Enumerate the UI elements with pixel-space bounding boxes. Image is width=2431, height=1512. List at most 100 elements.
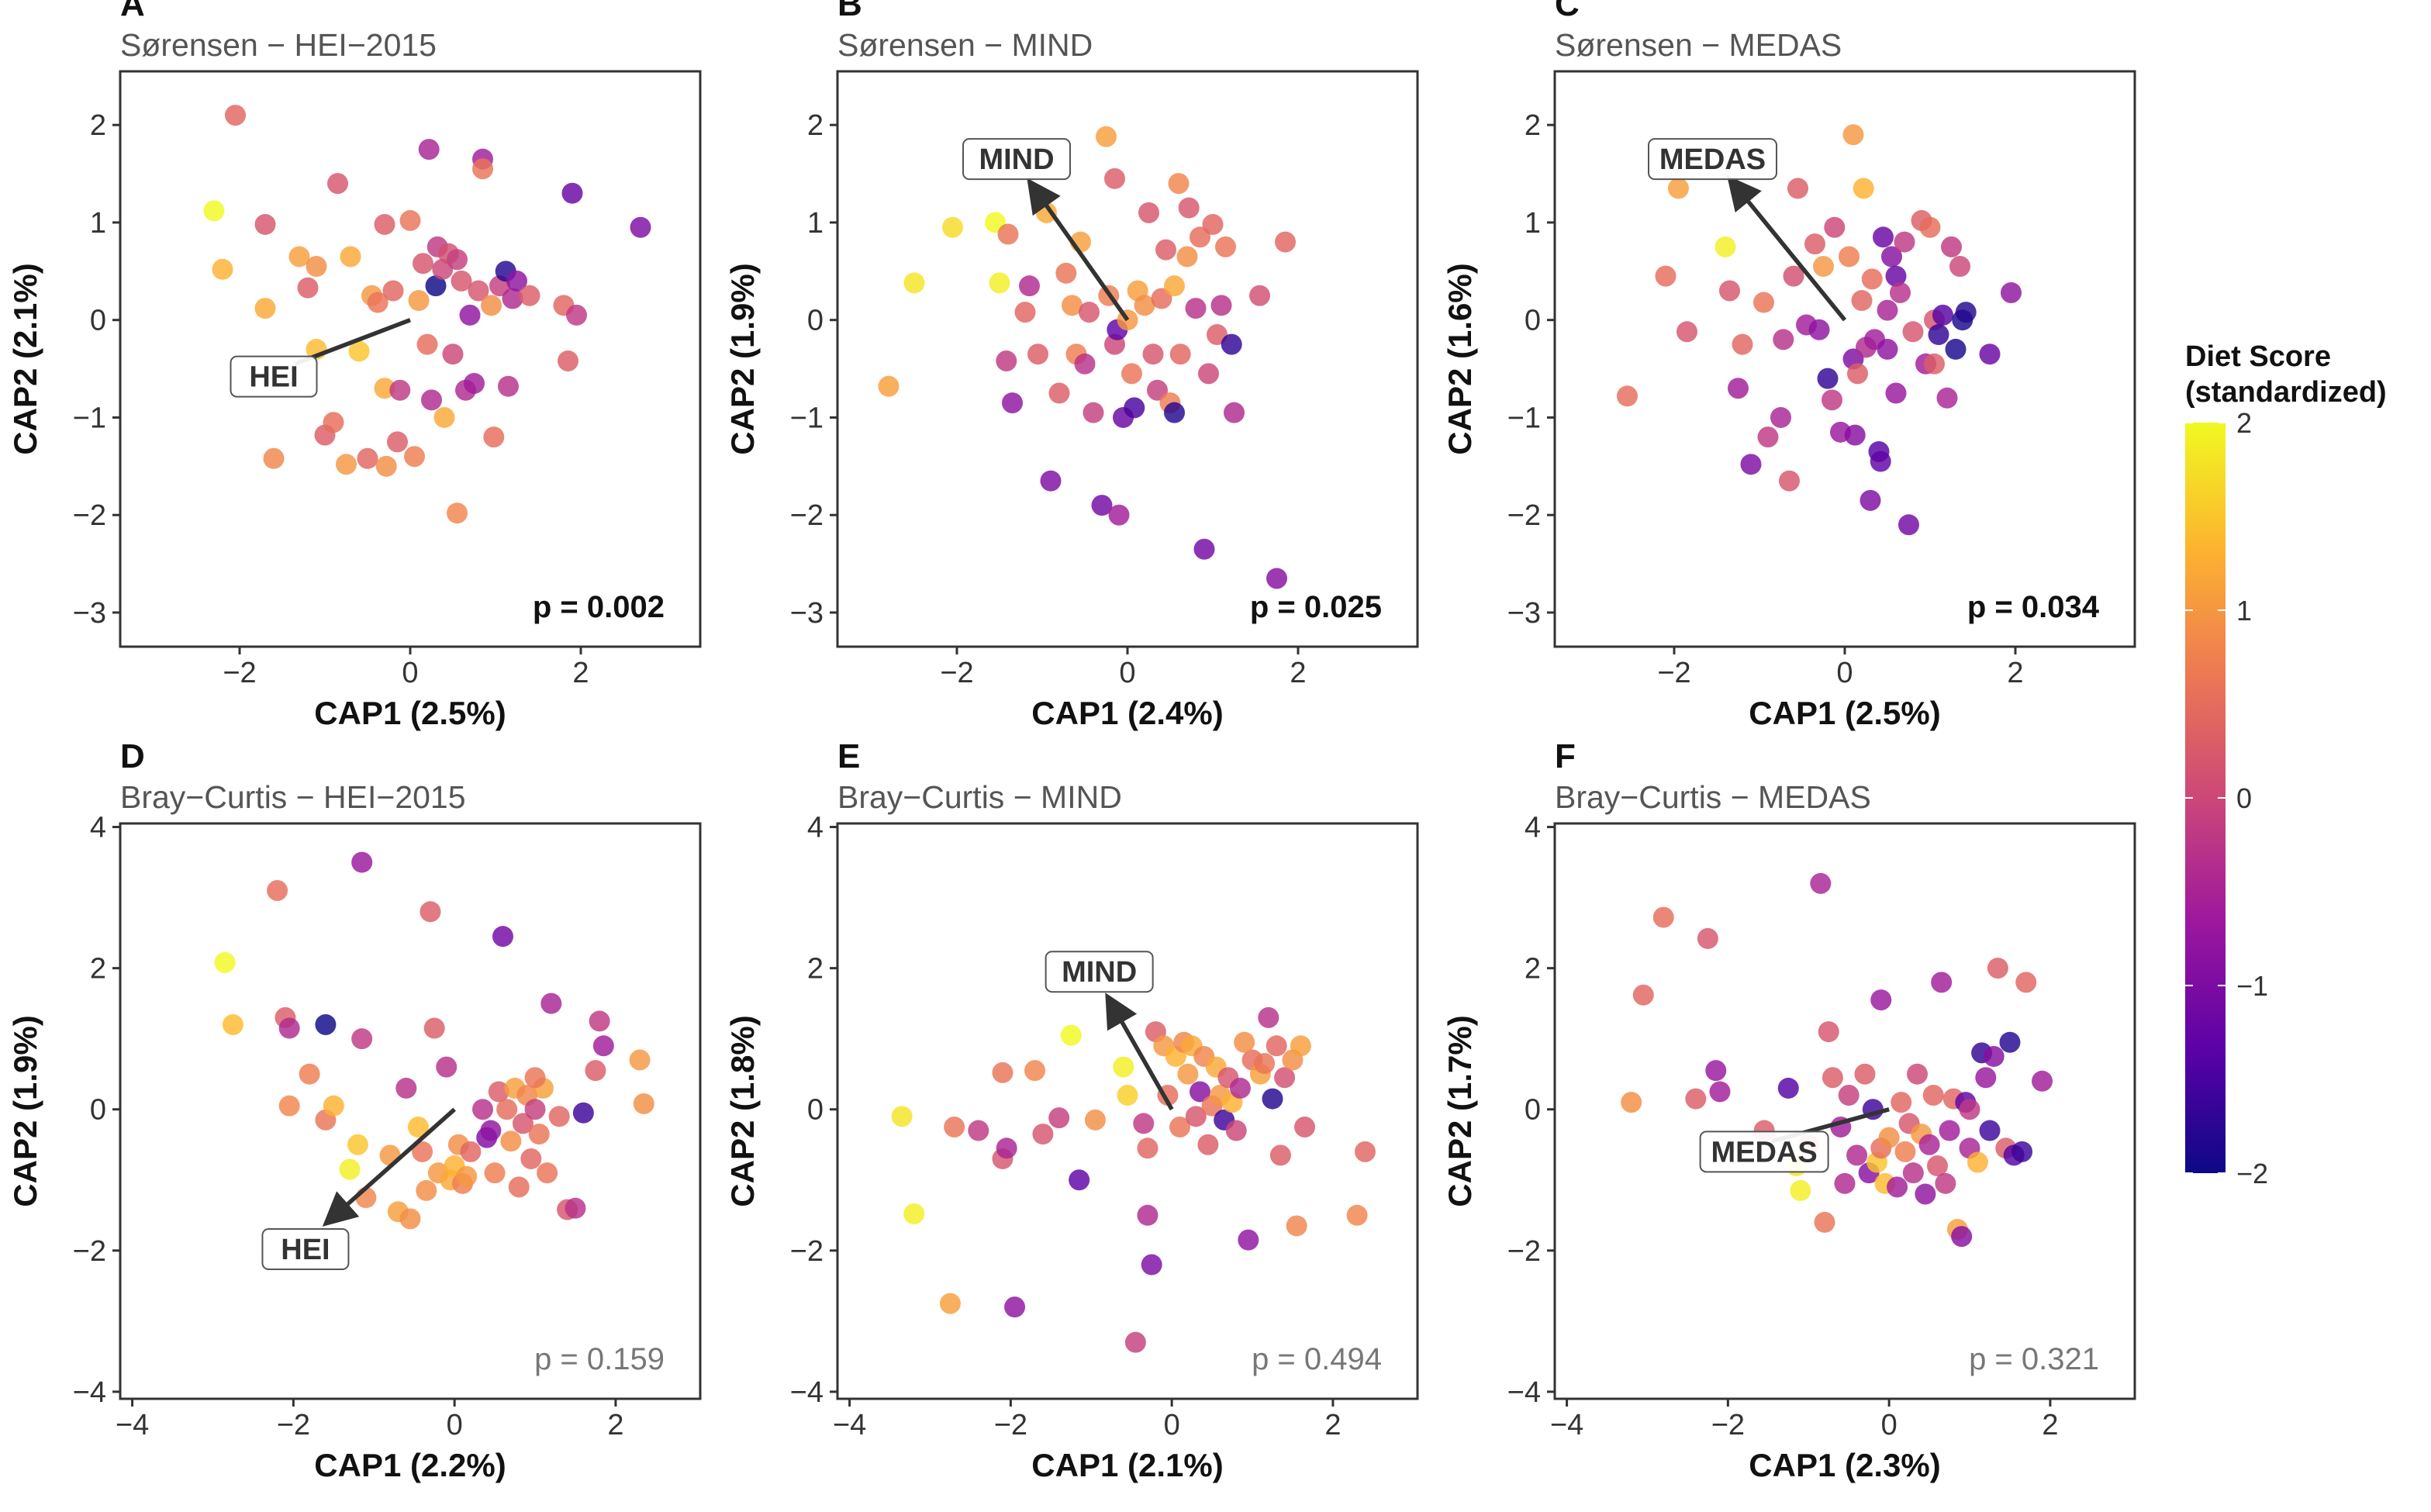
data-point: [1190, 1081, 1210, 1103]
data-point: [1924, 353, 1945, 375]
data-point: [278, 1017, 300, 1039]
data-point: [1939, 1120, 1960, 1141]
data-point: [1779, 470, 1800, 492]
data-point: [413, 253, 433, 274]
data-point: [565, 1197, 586, 1219]
data-point: [306, 256, 327, 278]
data-point: [633, 1093, 654, 1114]
data-point: [508, 1176, 530, 1198]
data-point: [1697, 927, 1718, 949]
legend-tick-label: −1: [2236, 970, 2268, 1002]
y-tick-label: 0: [807, 305, 824, 337]
data-point: [528, 1124, 550, 1145]
data-point: [1842, 124, 1864, 146]
vector-label: MEDAS: [1659, 143, 1766, 176]
y-tick-label: −2: [790, 499, 824, 532]
data-point: [1652, 906, 1674, 928]
data-point: [519, 285, 540, 306]
data-point: [1676, 321, 1697, 343]
data-point: [367, 292, 388, 313]
data-point: [1967, 1151, 1988, 1173]
data-point: [1928, 324, 1949, 346]
p-value: p = 0.494: [1252, 1342, 1382, 1376]
vector-label-box: [230, 355, 318, 398]
data-point: [1274, 1067, 1296, 1089]
data-point: [1870, 450, 1891, 472]
y-tick-label: 4: [90, 812, 106, 844]
panel-subtitle: Bray−Curtis − HEI−2015: [120, 779, 466, 815]
data-point: [561, 182, 583, 204]
y-tick-label: −2: [73, 1235, 106, 1268]
plot-frame: [1553, 822, 2136, 1400]
data-point: [524, 1099, 546, 1120]
plot-frame: [836, 70, 1419, 648]
data-point: [1354, 1141, 1376, 1162]
data-point: [1945, 338, 1967, 360]
data-point: [315, 1013, 337, 1035]
vector-label-box: [1648, 138, 1777, 181]
data-point: [1234, 1031, 1255, 1053]
x-tick-label: 0: [1836, 657, 1853, 689]
data-point: [1138, 202, 1159, 223]
data-point: [540, 992, 562, 1014]
data-point: [327, 173, 348, 195]
y-tick-label: −4: [1507, 1376, 1541, 1409]
y-tick-label: 0: [90, 1094, 106, 1127]
data-point: [2001, 281, 2022, 303]
data-point: [1853, 178, 1874, 199]
data-point: [1804, 233, 1825, 255]
y-tick-label: −4: [73, 1376, 106, 1409]
data-point: [1902, 321, 1924, 343]
panel-letter: C: [1555, 0, 1580, 23]
data-point: [1091, 495, 1113, 516]
data-point: [1014, 302, 1036, 323]
y-tick-label: 0: [90, 305, 106, 337]
y-tick-label: 2: [90, 109, 106, 142]
data-point: [416, 333, 438, 355]
data-point: [1860, 489, 1881, 511]
x-tick-label: 0: [1164, 1409, 1180, 1441]
data-point: [339, 1158, 361, 1180]
data-point: [1838, 1085, 1860, 1106]
x-axis-label: CAP1 (2.2%): [314, 1447, 506, 1483]
data-point: [1121, 363, 1142, 385]
data-point: [1728, 378, 1749, 399]
data-point: [416, 1179, 437, 1201]
data-point: [1714, 236, 1736, 257]
data-point: [592, 1035, 614, 1057]
data-point: [387, 431, 408, 453]
vector-arrow: [294, 318, 411, 366]
data-point: [1269, 1144, 1291, 1166]
y-tick-label: 0: [807, 1094, 824, 1127]
vector-label-box: [1045, 951, 1154, 993]
data-point: [399, 1208, 421, 1230]
y-tick-label: 2: [807, 109, 824, 142]
data-point: [1919, 216, 1941, 238]
vector-arrow: [1105, 992, 1174, 1111]
data-point: [297, 277, 319, 299]
vector-label-box: [1699, 1131, 1829, 1173]
data-point: [1193, 538, 1215, 560]
x-tick-label: −2: [1657, 657, 1690, 689]
data-point: [1079, 302, 1100, 323]
data-point: [456, 1165, 478, 1187]
data-point: [267, 879, 288, 901]
data-point: [1813, 256, 1834, 278]
y-axis-label: CAP2 (1.6%): [1442, 263, 1478, 454]
data-point: [903, 1203, 925, 1224]
data-point: [1979, 1120, 2001, 1141]
data-point: [878, 375, 900, 397]
data-point: [1108, 504, 1130, 526]
data-point: [1918, 1134, 1940, 1155]
data-point: [1168, 173, 1190, 195]
data-point: [524, 1067, 546, 1089]
data-point: [1922, 1085, 1944, 1106]
data-point: [460, 1141, 482, 1162]
data-point: [1890, 281, 1911, 303]
panel-subtitle: Sørensen − MEDAS: [1555, 27, 1842, 63]
data-point: [1084, 1109, 1106, 1131]
y-tick-label: −2: [1507, 1235, 1541, 1268]
data-point: [1881, 246, 1902, 268]
data-point: [484, 1162, 506, 1184]
data-point: [1632, 984, 1654, 1006]
